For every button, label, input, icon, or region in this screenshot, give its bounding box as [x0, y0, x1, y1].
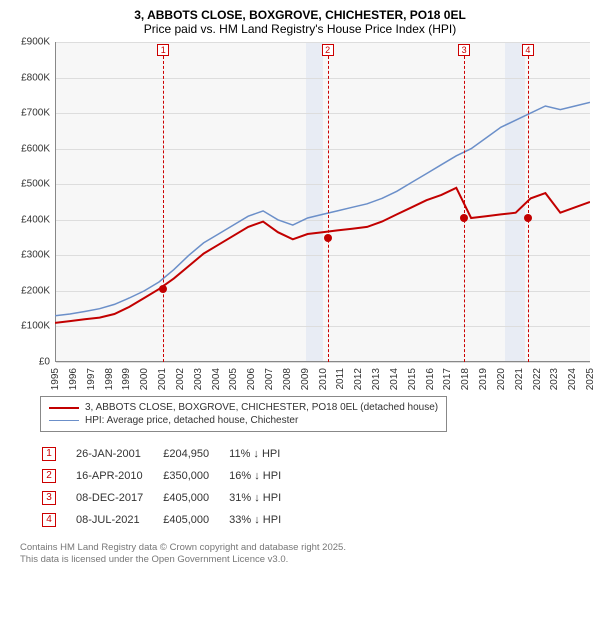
legend-swatch-icon	[49, 420, 79, 421]
sale-number-box: 3	[42, 491, 56, 505]
footer-line-2: This data is licensed under the Open Gov…	[20, 554, 590, 566]
x-axis-label: 2002	[175, 368, 186, 390]
x-axis-label: 2022	[532, 368, 543, 390]
x-axis-label: 2008	[282, 368, 293, 390]
sale-marker-line	[528, 56, 529, 362]
sale-point-icon	[524, 214, 532, 222]
x-axis-label: 2000	[139, 368, 150, 390]
x-axis-label: 1999	[121, 368, 132, 390]
y-gridline	[56, 362, 590, 363]
x-axis-label: 2018	[460, 368, 471, 390]
sale-marker-box: 2	[322, 44, 334, 56]
y-axis-label: £200K	[21, 285, 50, 296]
x-axis-label: 2001	[157, 368, 168, 390]
x-axis-label: 2011	[335, 368, 346, 390]
series-line	[55, 188, 590, 323]
x-axis-label: 2020	[496, 368, 507, 390]
chart-area: £0 £100K £200K £300K £400K £500K £600K £700K £80…	[15, 42, 590, 392]
y-axis-label: £0	[39, 357, 50, 368]
sale-delta: 16% ↓ HPI	[229, 466, 299, 486]
sale-marker-box: 1	[157, 44, 169, 56]
y-axis-label: £700K	[21, 108, 50, 119]
chart-subtitle: Price paid vs. HM Land Registry's House …	[10, 22, 590, 36]
x-axis-label: 1998	[104, 368, 115, 390]
sale-point-icon	[159, 285, 167, 293]
legend: 3, ABBOTS CLOSE, BOXGROVE, CHICHESTER, P…	[40, 396, 447, 432]
sale-delta: 11% ↓ HPI	[229, 444, 299, 464]
legend-item: HPI: Average price, detached house, Chic…	[49, 414, 438, 427]
legend-item: 3, ABBOTS CLOSE, BOXGROVE, CHICHESTER, P…	[49, 401, 438, 414]
sale-date: 26-JAN-2001	[76, 444, 161, 464]
sale-marker-line	[163, 56, 164, 362]
chart-title: 3, ABBOTS CLOSE, BOXGROVE, CHICHESTER, P…	[10, 8, 590, 22]
x-axis-label: 2024	[567, 368, 578, 390]
y-axis-label: £900K	[21, 37, 50, 48]
series-line	[55, 102, 590, 315]
y-axis-label: £300K	[21, 250, 50, 261]
x-axis-label: 2007	[264, 368, 275, 390]
x-axis-label: 2019	[478, 368, 489, 390]
table-row: 1 26-JAN-2001£204,95011% ↓ HPI	[42, 444, 299, 464]
y-axis-label: £800K	[21, 72, 50, 83]
sale-marker-box: 3	[458, 44, 470, 56]
x-axis-label: 1995	[50, 368, 61, 390]
sale-marker-line	[464, 56, 465, 362]
x-axis-label: 2023	[549, 368, 560, 390]
sale-price: £405,000	[163, 488, 227, 508]
x-axis-label: 2015	[407, 368, 418, 390]
x-axis-label: 2012	[353, 368, 364, 390]
sale-price: £204,950	[163, 444, 227, 464]
price-chart-container: 3, ABBOTS CLOSE, BOXGROVE, CHICHESTER, P…	[0, 0, 600, 620]
x-axis-label: 2013	[371, 368, 382, 390]
y-axis-label: £100K	[21, 321, 50, 332]
legend-label: 3, ABBOTS CLOSE, BOXGROVE, CHICHESTER, P…	[85, 402, 438, 413]
sale-marker-line	[328, 56, 329, 362]
x-axis-label: 2016	[425, 368, 436, 390]
x-axis-label: 2009	[300, 368, 311, 390]
sale-marker-box: 4	[522, 44, 534, 56]
x-axis-label: 2017	[442, 368, 453, 390]
x-axis-label: 2025	[585, 368, 596, 390]
x-axis-label: 2014	[389, 368, 400, 390]
sale-delta: 33% ↓ HPI	[229, 510, 299, 530]
x-axis-label: 2003	[193, 368, 204, 390]
table-row: 2 16-APR-2010£350,00016% ↓ HPI	[42, 466, 299, 486]
sale-point-icon	[460, 214, 468, 222]
x-axis-label: 2004	[211, 368, 222, 390]
x-axis-label: 1996	[68, 368, 79, 390]
sale-date: 08-DEC-2017	[76, 488, 161, 508]
sale-date: 08-JUL-2021	[76, 510, 161, 530]
sale-number-box: 2	[42, 469, 56, 483]
x-axis-label: 2010	[318, 368, 329, 390]
chart-svg	[55, 42, 590, 362]
sale-price: £405,000	[163, 510, 227, 530]
sales-table: 1 26-JAN-2001£204,95011% ↓ HPI 2 16-APR-201…	[40, 442, 301, 532]
sale-number-box: 1	[42, 447, 56, 461]
sale-number-box: 4	[42, 513, 56, 527]
x-axis-label: 1997	[86, 368, 97, 390]
y-axis-label: £500K	[21, 179, 50, 190]
table-row: 4 08-JUL-2021£405,00033% ↓ HPI	[42, 510, 299, 530]
x-axis-label: 2021	[514, 368, 525, 390]
x-axis-label: 2006	[246, 368, 257, 390]
y-axis-label: £600K	[21, 143, 50, 154]
y-axis-label: £400K	[21, 214, 50, 225]
sale-point-icon	[324, 234, 332, 242]
x-axis-label: 2005	[228, 368, 239, 390]
legend-swatch-icon	[49, 407, 79, 409]
footer: Contains HM Land Registry data © Crown c…	[20, 542, 590, 567]
table-row: 3 08-DEC-2017£405,00031% ↓ HPI	[42, 488, 299, 508]
sale-delta: 31% ↓ HPI	[229, 488, 299, 508]
sale-price: £350,000	[163, 466, 227, 486]
footer-line-1: Contains HM Land Registry data © Crown c…	[20, 542, 590, 554]
legend-label: HPI: Average price, detached house, Chic…	[85, 415, 298, 426]
sale-date: 16-APR-2010	[76, 466, 161, 486]
